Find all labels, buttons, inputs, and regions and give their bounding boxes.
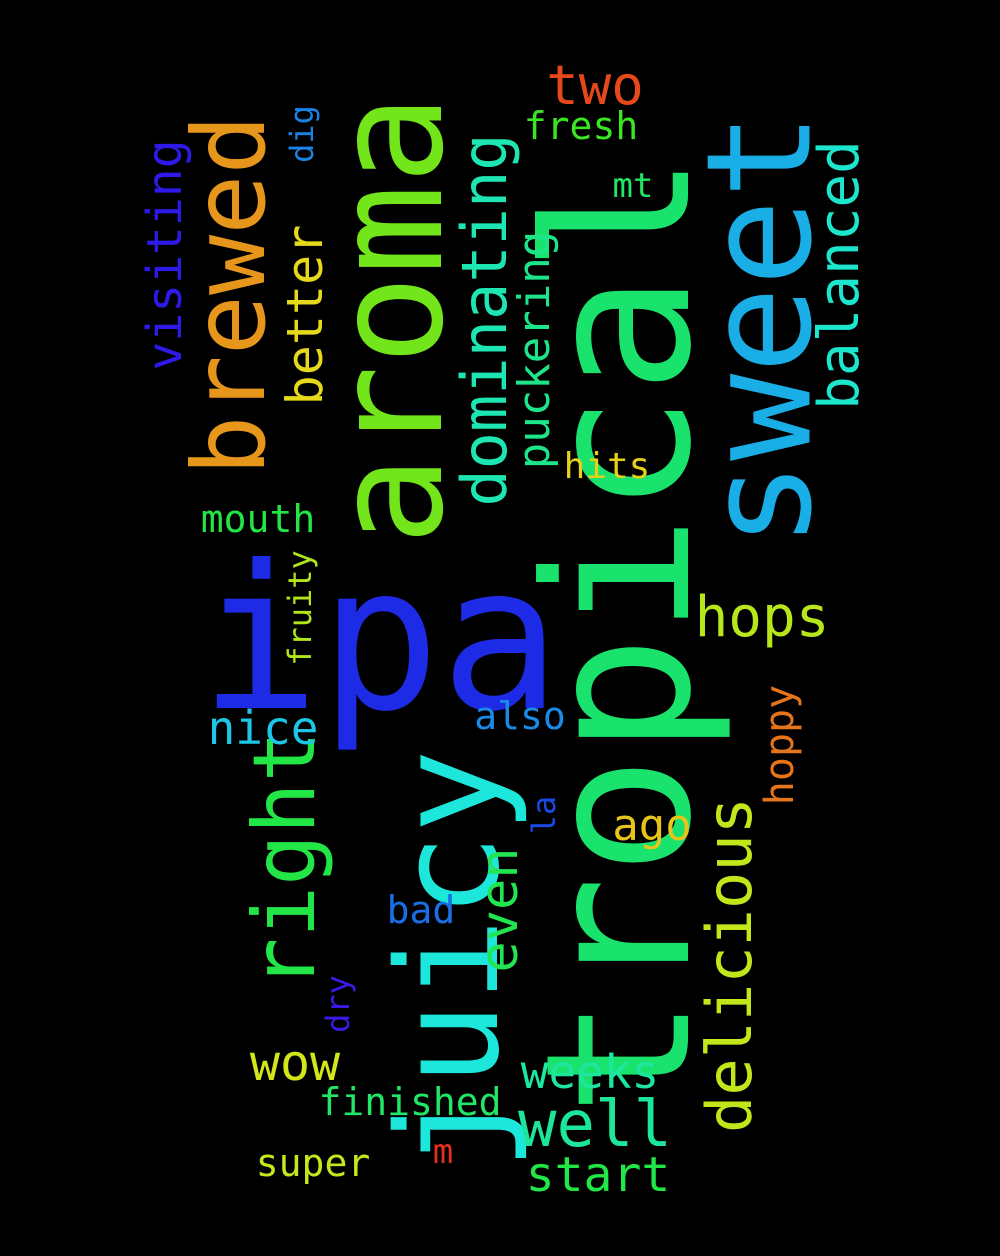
word-ipa: ipa	[199, 523, 561, 756]
word-two: two	[546, 54, 644, 117]
word-bad: bad	[386, 888, 456, 932]
word-delicious: delicious	[693, 797, 766, 1133]
word-mouth: mouth	[200, 497, 316, 541]
word-aroma: aroma	[303, 94, 477, 546]
word-hits: hits	[563, 446, 651, 487]
word-hops: hops	[694, 585, 830, 650]
word-brewed: brewed	[171, 114, 288, 476]
word-super: super	[255, 1141, 371, 1185]
word-nice: nice	[207, 701, 319, 755]
word-finished: finished	[318, 1080, 502, 1124]
word-wow: wow	[249, 1034, 341, 1092]
word-dry: dry	[319, 975, 357, 1033]
word-visiting: visiting	[137, 139, 193, 371]
word-balanced: balanced	[807, 140, 872, 410]
word-m: m	[432, 1132, 454, 1172]
word-dig: dig	[283, 105, 321, 163]
word-right: right	[235, 730, 335, 990]
word-start: start	[525, 1147, 671, 1203]
word-ago: ago	[612, 800, 692, 851]
word-puckering: puckering	[509, 230, 560, 470]
word-mt: mt	[612, 166, 654, 206]
word-la: la	[525, 795, 563, 835]
word-also: also	[474, 694, 566, 738]
word-hoppy: hoppy	[757, 684, 803, 806]
word-weeks: weeks	[520, 1045, 660, 1099]
word-fresh: fresh	[523, 104, 639, 148]
word-fruity: fruity	[281, 550, 319, 666]
word-well: well	[517, 1088, 673, 1162]
word-better: better	[276, 224, 334, 406]
word-even: even	[470, 847, 530, 973]
word-dominating: dominating	[448, 133, 521, 507]
